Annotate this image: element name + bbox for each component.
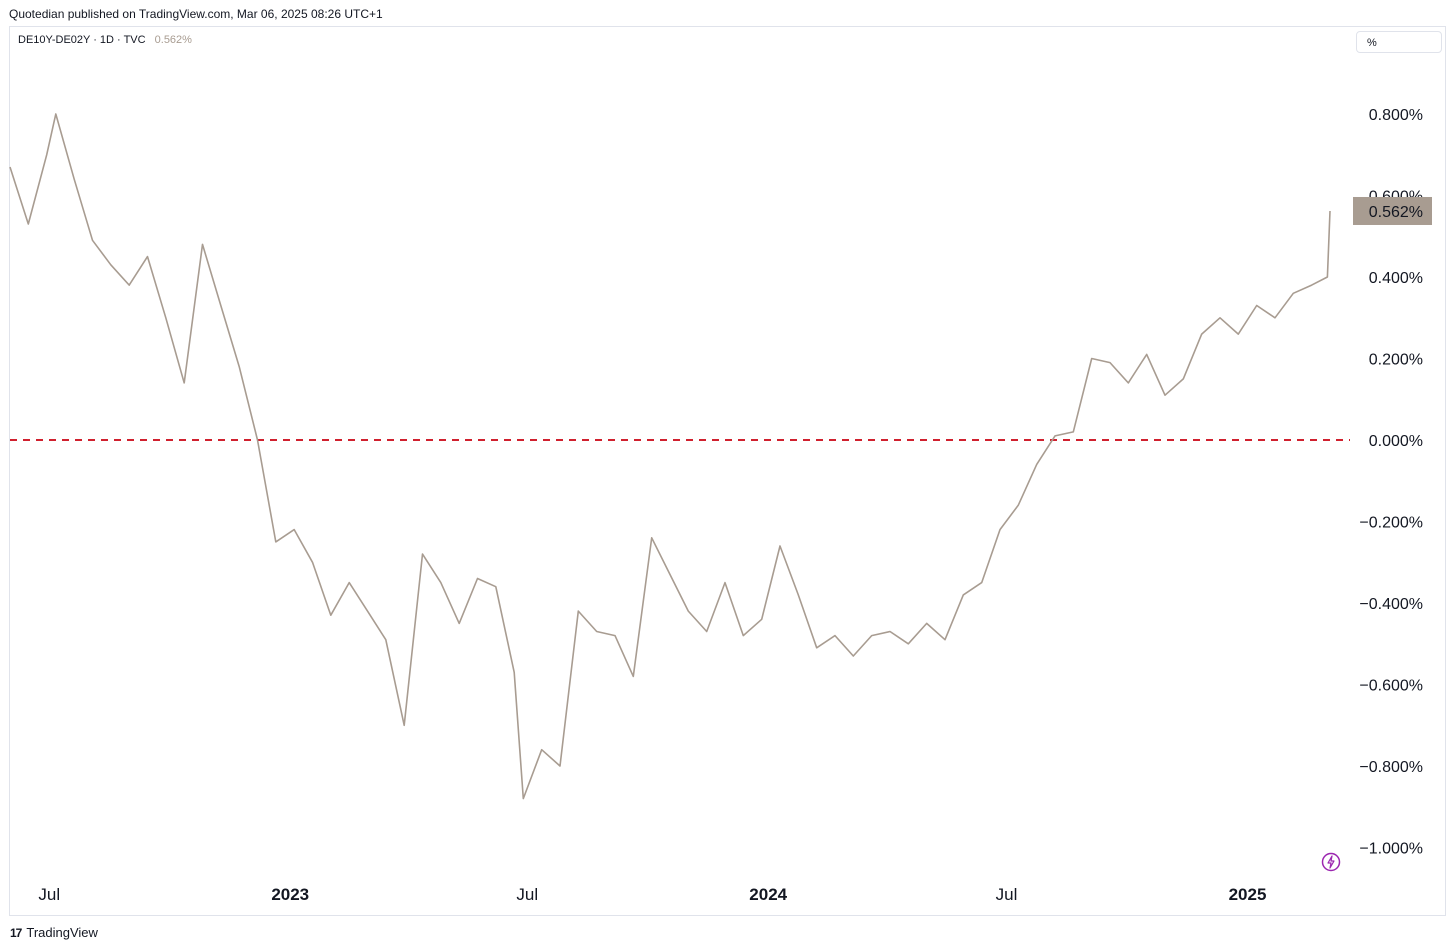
x-tick-label: Jul [516,885,538,904]
y-tick-label: −0.200% [1359,515,1423,532]
price-scale-unit-selector[interactable]: % [1356,31,1442,53]
y-tick-label: −0.800% [1359,759,1423,776]
y-tick-label: −1.000% [1359,841,1423,858]
x-tick-label: 2023 [271,885,309,904]
y-tick-label: −0.400% [1359,596,1423,613]
symbol-legend[interactable]: DE10Y-DE02Y · 1D · TVC 0.562% [18,34,192,46]
x-tick-label: Jul [38,885,60,904]
legend-last-value: 0.562% [154,34,192,46]
last-value-badge-text: 0.562% [1369,204,1423,221]
chart-frame [9,26,1446,916]
last-value-badge [1353,196,1432,225]
x-tick-label: 2024 [749,885,787,904]
footer-brand: TradingView [26,925,98,940]
publisher-header: Quotedian published on TradingView.com, … [9,7,383,21]
y-tick-label: 0.400% [1369,270,1423,287]
x-tick-label: Jul [996,885,1018,904]
y-tick-label: 0.200% [1369,352,1423,369]
symbol-label: DE10Y-DE02Y · 1D · TVC [18,34,146,46]
y-tick-label: −0.600% [1359,678,1423,695]
x-tick-label: 2025 [1229,885,1267,904]
y-tick-label: 0.800% [1369,107,1423,124]
series-line [9,113,1331,800]
tradingview-logo-icon: 17 [10,925,22,940]
lightning-bolt-icon[interactable] [1321,852,1341,872]
y-tick-label: 0.000% [1369,433,1423,450]
tradingview-footer[interactable]: 17 TradingView [10,925,98,940]
